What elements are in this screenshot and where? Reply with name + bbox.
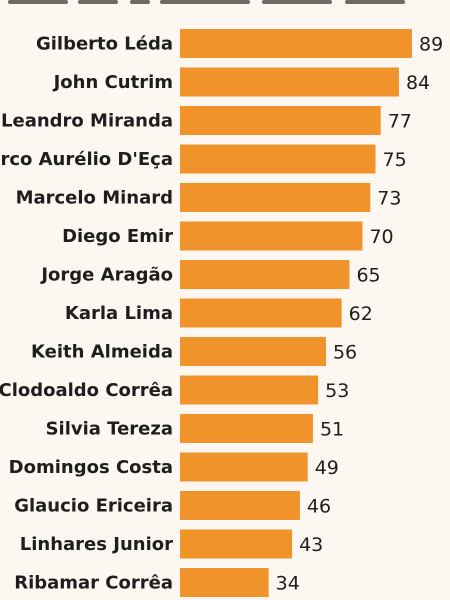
category-labels: Gilberto Léda John Cutrim Leandro Miranda M… [0,34,173,594]
category-label: Clodoaldo Corrêa [0,380,173,401]
category-label: Domingos Costa [9,457,173,478]
bar [180,414,313,443]
bar [180,568,269,597]
category-label: Keith Almeida [31,342,173,363]
value-label: 77 [388,111,412,133]
category-label: Glaucio Ericeira [14,496,173,517]
value-label: 65 [356,265,380,287]
bar [180,452,308,482]
value-label: 62 [349,303,373,325]
category-label: Marcelo Minard [16,188,173,209]
value-labels: 89 84 77 75 73 70 65 62 56 53 51 49 46 43 34 [276,34,444,595]
cropped-title-fragment [8,0,405,4]
bars [180,29,412,597]
value-label: 84 [406,72,430,94]
category-label: Jorge Aragão [39,265,173,286]
bar [180,221,363,251]
cropped-title-stroke [130,0,150,4]
category-label: Diego Emir [62,226,173,247]
category-label: Linhares Junior [20,534,173,555]
bar [180,106,381,135]
value-label: 43 [299,534,323,556]
category-label: Leandro Miranda [1,111,173,132]
category-label: Silvia Tereza [46,419,173,440]
bar [180,529,293,559]
value-label: 70 [369,226,393,248]
category-label: Karla Lima [65,303,173,324]
value-label: 49 [315,457,339,479]
cropped-title-stroke [8,0,68,4]
value-label: 56 [333,342,357,364]
bar [180,375,319,405]
value-label: 75 [383,149,407,171]
cropped-title-stroke [78,0,118,4]
value-label: 51 [320,419,344,441]
bar [180,260,350,289]
category-label: Gilberto Léda [36,34,173,55]
bar [180,29,412,58]
bar [180,298,342,328]
bar [180,144,376,174]
value-label: 34 [276,573,300,595]
bar [180,491,300,520]
category-label: John Cutrim [52,72,173,93]
cropped-title-stroke [160,0,250,4]
bar [180,183,371,212]
category-label: Ribamar Corrêa [14,573,173,594]
value-label: 53 [325,380,349,402]
bar [180,67,399,97]
cropped-title-stroke [345,0,405,4]
category-label: Marco Aurélio D'Eça [0,149,173,170]
value-label: 46 [307,496,331,518]
bar [180,337,326,366]
value-label: 89 [419,34,443,56]
cropped-title-stroke [262,0,332,4]
value-label: 73 [377,188,401,210]
